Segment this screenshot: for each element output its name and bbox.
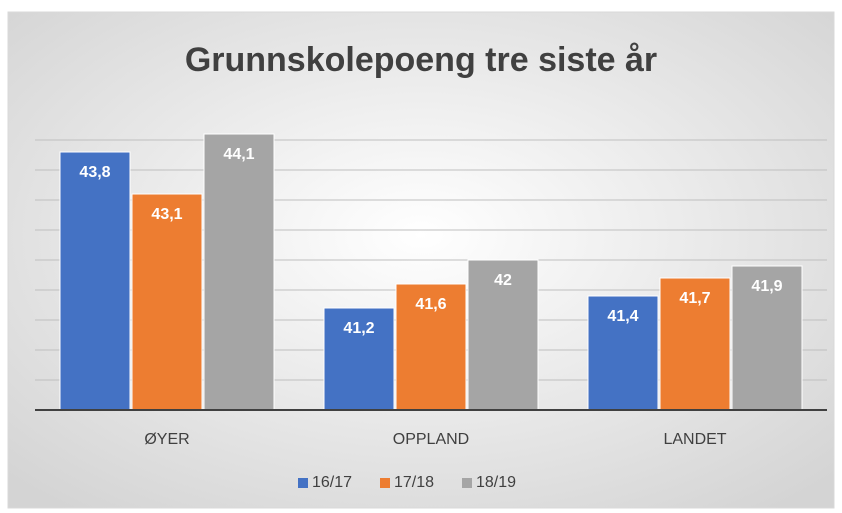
bar	[659, 277, 731, 411]
bar	[59, 151, 131, 411]
data-label: 41,6	[415, 296, 446, 313]
bar	[131, 193, 203, 411]
legend-label: 16/17	[312, 474, 352, 491]
bar	[731, 265, 803, 411]
legend-swatch	[462, 478, 472, 488]
data-label: 44,1	[223, 146, 254, 163]
x-tick-label: ØYER	[144, 431, 189, 448]
legend-label: 18/19	[476, 474, 516, 491]
data-label: 41,7	[679, 290, 710, 307]
data-label: 41,9	[751, 278, 782, 295]
bar	[203, 133, 275, 411]
data-label: 43,1	[151, 206, 182, 223]
legend-swatch	[298, 478, 308, 488]
x-tick-label: LANDET	[663, 431, 726, 448]
legend-label: 17/18	[394, 474, 434, 491]
data-label: 43,8	[79, 164, 110, 181]
x-tick-label: OPPLAND	[393, 431, 469, 448]
data-label: 41,4	[607, 308, 638, 325]
data-label: 42	[494, 272, 512, 289]
legend-swatch	[380, 478, 390, 488]
chart-title: Grunnskolepoeng tre siste år	[185, 41, 657, 79]
data-label: 41,2	[343, 320, 374, 337]
